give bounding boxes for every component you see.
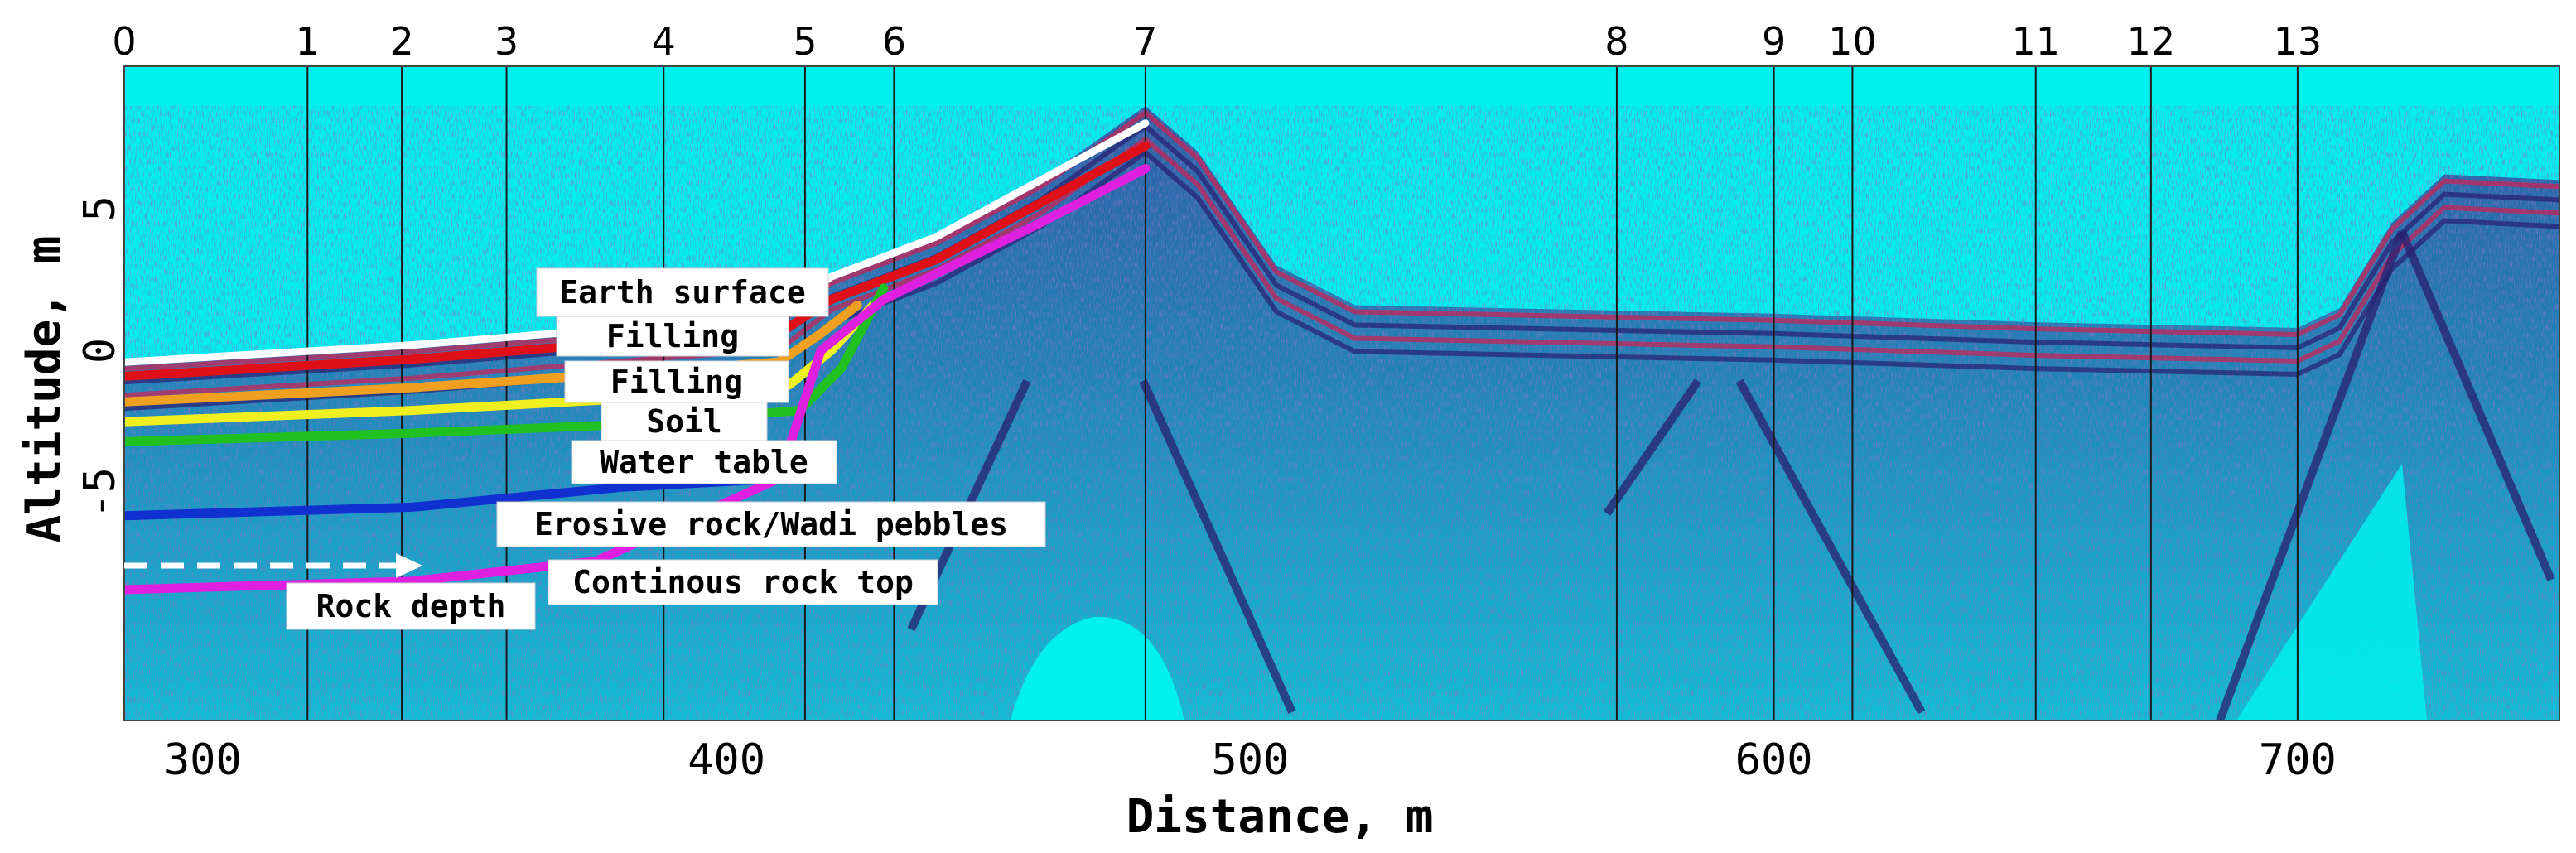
annotation-text: Soil <box>646 403 722 440</box>
y-axis-title: Altitude, m <box>17 236 71 543</box>
station-lines <box>124 66 2299 720</box>
y-axis-ticks: 5 0 -5 <box>75 195 125 518</box>
annotation-label: Continous rock top <box>548 559 938 605</box>
hyperbola-8-left <box>1603 378 1702 516</box>
station-label: 13 <box>2274 19 2323 64</box>
station-labels: 0 1 2 3 4 5 6 7 8 9 10 11 12 13 <box>112 19 2322 64</box>
hyperbola-13-left <box>2216 230 2406 720</box>
annotation-label: Erosive rock/Wadi pebbles <box>496 501 1046 547</box>
cyan-mound <box>1011 616 1184 720</box>
annotation-label: Water table <box>571 440 837 484</box>
annotation-text: Erosive rock/Wadi pebbles <box>534 506 1008 542</box>
x-tick-label: 300 <box>164 735 242 785</box>
station-label: 3 <box>494 19 519 64</box>
annotation-text: Rock depth <box>316 588 506 624</box>
station-label: 10 <box>1828 19 1877 64</box>
annotation-label: Earth surface <box>536 267 829 317</box>
annotation-text: Filling <box>606 318 739 354</box>
x-axis-title: Distance, m <box>1126 790 1434 844</box>
rock-depth-arrow <box>124 553 422 578</box>
x-tick-label: 600 <box>1735 735 1813 785</box>
layer-line <box>124 164 1151 595</box>
diffraction-hyperbolas <box>907 230 2555 720</box>
annotation-text: Earth surface <box>559 274 805 311</box>
station-label: 2 <box>389 19 413 64</box>
y-tick-label: 5 <box>75 195 125 221</box>
x-tick-label: 500 <box>1211 735 1289 785</box>
station-label: 7 <box>1133 19 1157 64</box>
x-tick-label: 700 <box>2259 735 2337 785</box>
station-label: 1 <box>296 19 320 64</box>
annotation-label: Soil <box>601 402 768 441</box>
hyperbola-9-right <box>1735 378 1926 715</box>
annotation-text: Water table <box>600 444 808 480</box>
station-label: 5 <box>793 19 817 64</box>
plot-border <box>123 65 2560 721</box>
station-label: 11 <box>2011 19 2060 64</box>
x-axis-ticks: 300 400 500 600 700 <box>164 735 2337 785</box>
annotation-label: Filling <box>564 360 789 403</box>
hyperbola-right <box>1139 378 1296 715</box>
y-tick-label: 0 <box>75 338 125 364</box>
station-label: 0 <box>112 19 136 64</box>
annotation-label: Rock depth <box>286 582 536 630</box>
cyan-wedge <box>2236 464 2427 720</box>
y-tick-label: -5 <box>75 467 125 519</box>
station-label: 6 <box>882 19 906 64</box>
station-label: 4 <box>652 19 676 64</box>
annotation-label: Filling <box>556 316 789 357</box>
hyperbola-13-right <box>2398 230 2555 581</box>
station-label: 8 <box>1604 19 1628 64</box>
x-tick-label: 400 <box>687 735 765 785</box>
annotation-text: Filling <box>610 364 743 400</box>
annotation-text: Continous rock top <box>572 564 914 600</box>
station-label: 12 <box>2127 19 2176 64</box>
station-label: 9 <box>1762 19 1786 64</box>
